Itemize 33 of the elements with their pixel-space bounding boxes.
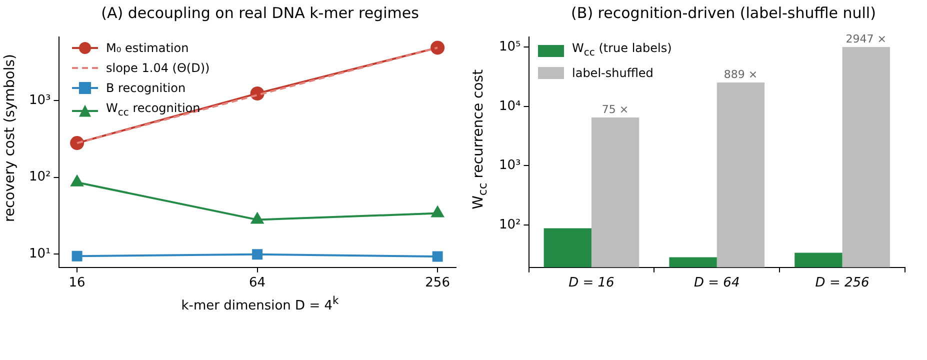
point [70, 175, 84, 186]
point [431, 206, 444, 218]
point [432, 251, 443, 262]
point [430, 40, 445, 55]
x-tick-label: 256 [425, 276, 450, 291]
point [252, 249, 263, 260]
x-axis-title: k-mer dimension D = 4$^{k}$ [180, 294, 340, 314]
y-tick-label: 10² [28, 170, 51, 185]
x-tick-label: 16 [68, 276, 86, 291]
y-tick-label: 10³ [498, 158, 521, 174]
y-tick-label: 10² [498, 217, 521, 232]
y-tick-label: 10¹ [28, 246, 51, 262]
point [251, 212, 264, 224]
y-tick-label: 10⁵ [498, 40, 521, 55]
y-tick-label: 10⁴ [498, 98, 521, 114]
chart-title: (B) recognition-driven (label-shuffle null) [570, 4, 877, 22]
annotation: 2947 × [846, 32, 886, 46]
legend-label: label-shuffled [572, 65, 654, 82]
x-tick-label: D = 16 [568, 276, 614, 291]
chart-title: (A) decoupling on real DNA k-mer regimes [100, 4, 420, 22]
point [72, 250, 82, 262]
y-tick-label: 10³ [28, 93, 51, 108]
y-axis-title: recovery cost (symbols) [2, 53, 18, 224]
x-tick-label: 64 [249, 276, 266, 291]
legend-label: W$_{cc}$ (true labels) [572, 40, 672, 60]
annotation: 889 × [724, 68, 758, 81]
legend-label: W$_{cc}$ recognition [106, 100, 200, 120]
x-tick-label: D = 256 [815, 276, 870, 291]
legend-label: M₀ estimation [106, 40, 189, 57]
x-tick-label: D = 64 [694, 276, 740, 291]
annotation: 75 × [602, 102, 629, 116]
legend-label: B recognition [106, 80, 186, 97]
legend-label: slope 1.04 (Θ(D)) [106, 60, 210, 77]
